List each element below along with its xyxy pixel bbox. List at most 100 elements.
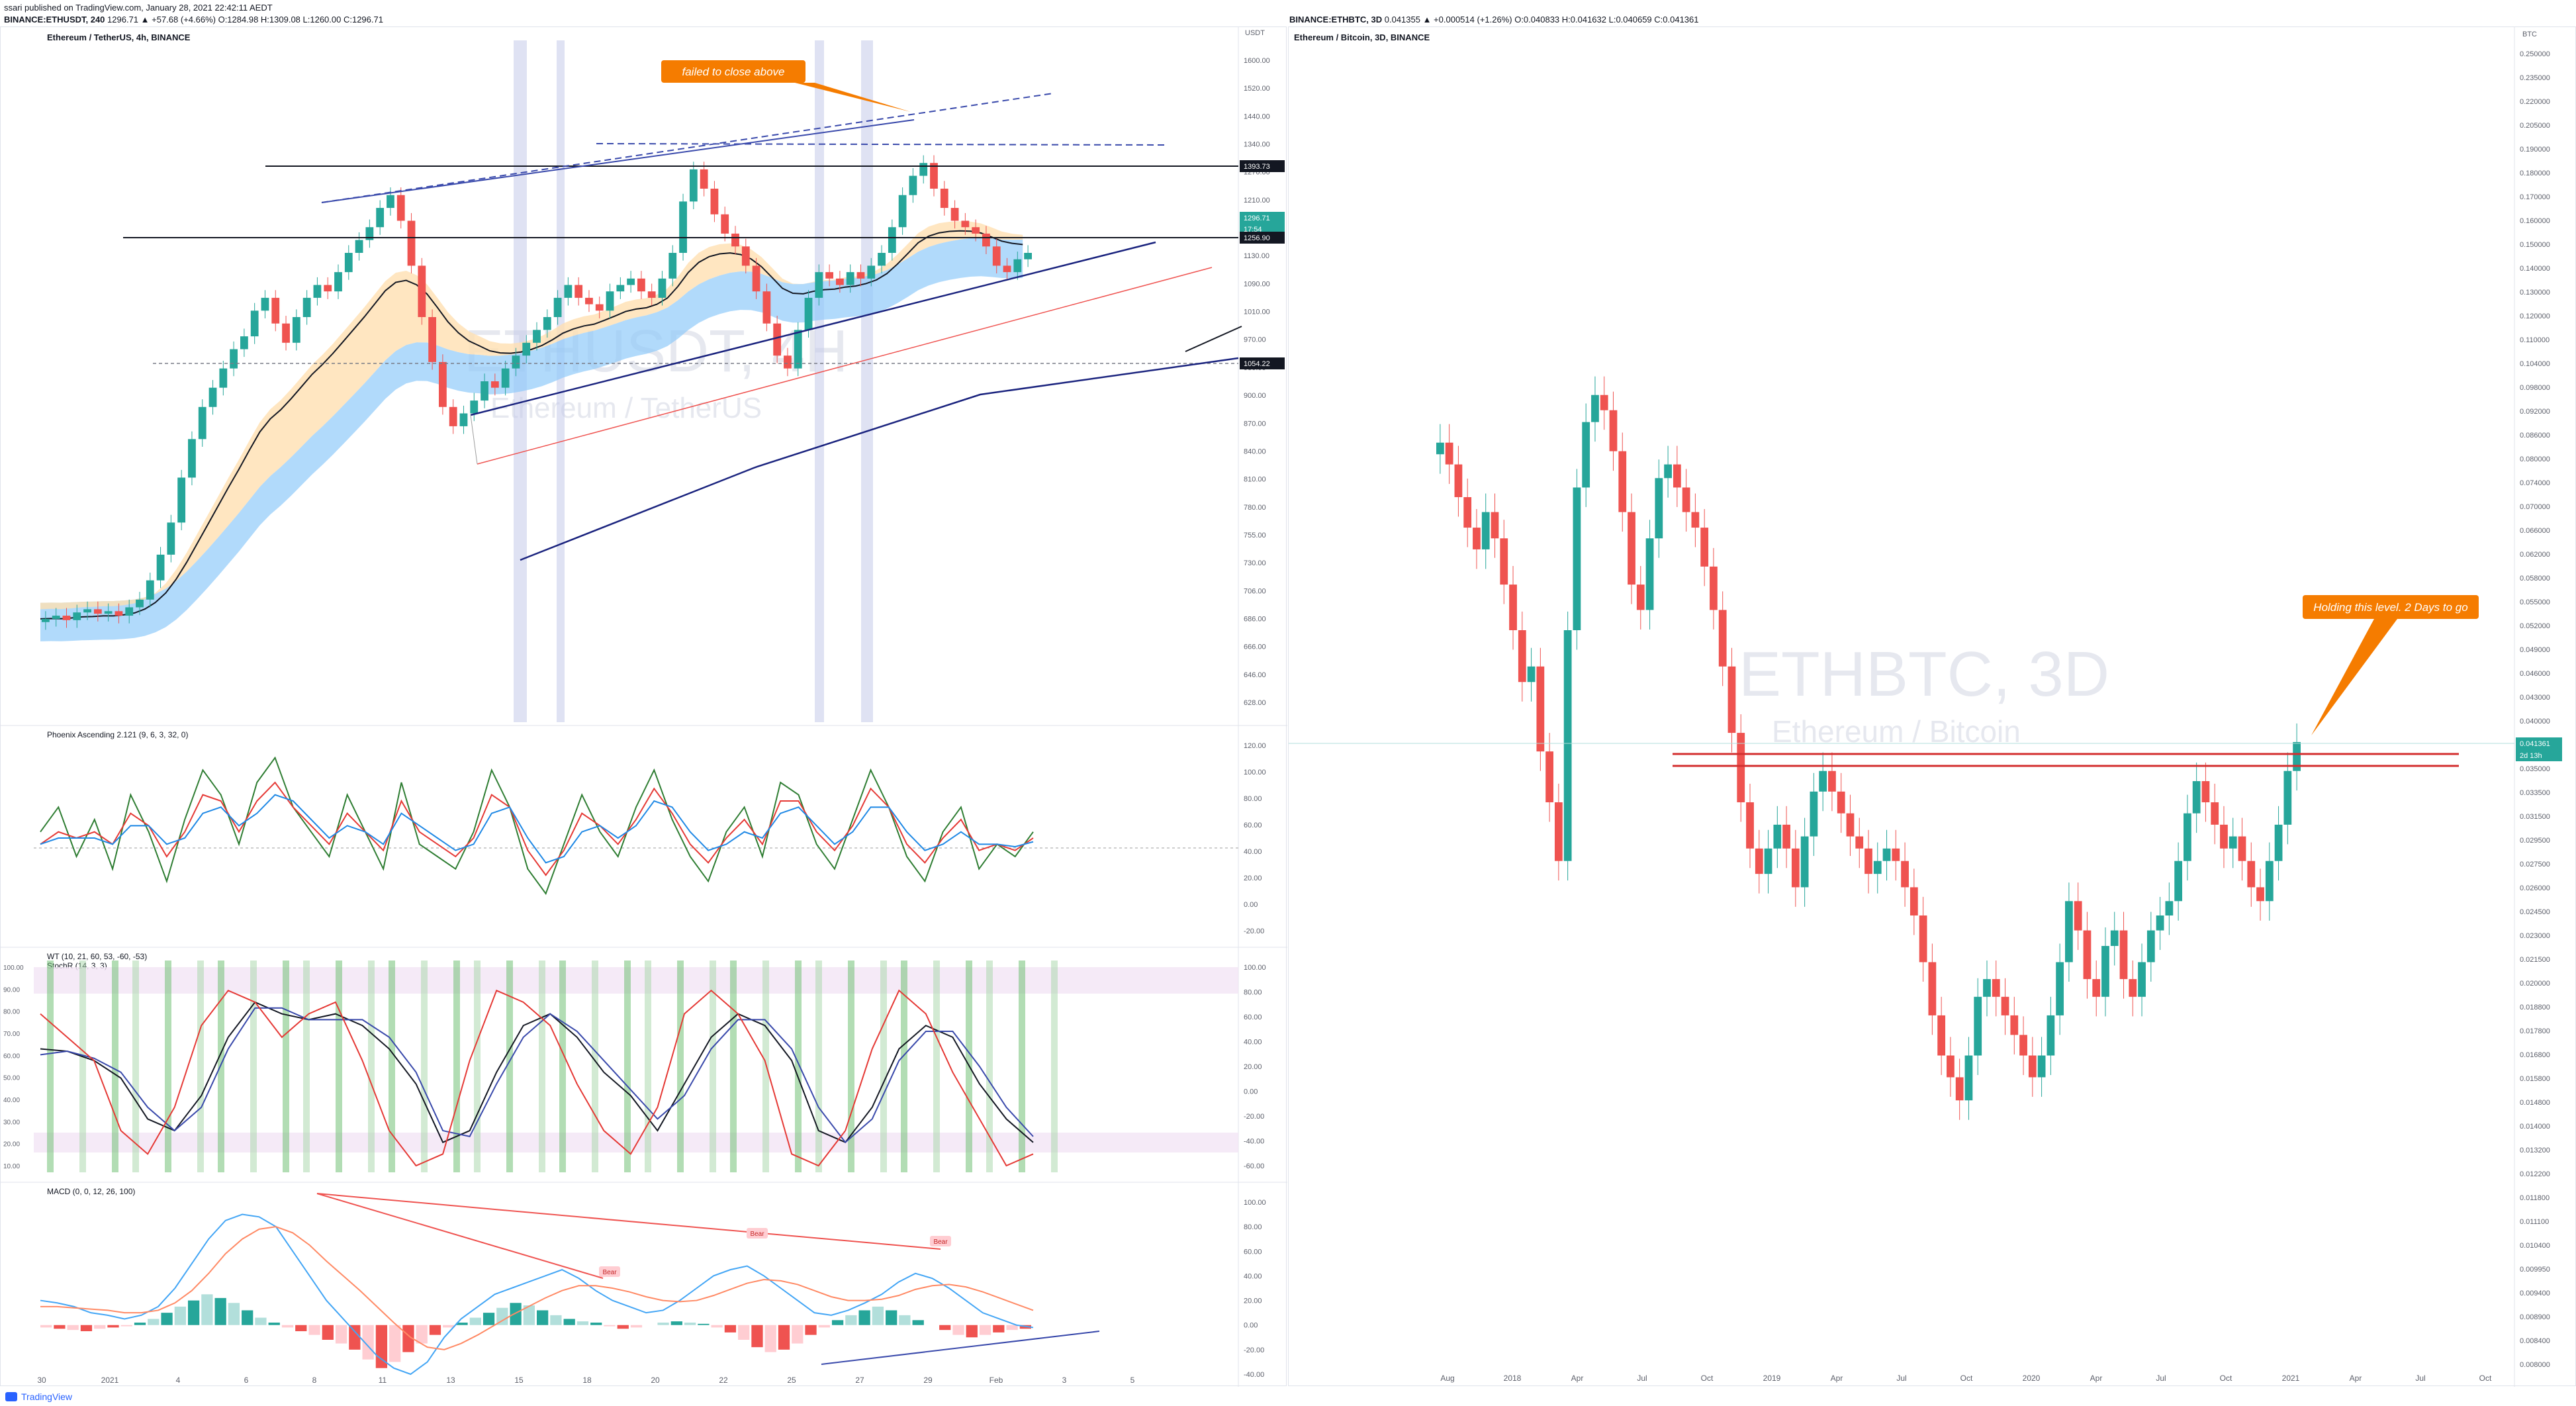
candle-body [292,317,300,343]
left-symbol-info: BINANCE:ETHUSDT, 240 1296.71 ▲ +57.68 (+… [4,15,383,24]
macd-histogram-bar [590,1323,602,1325]
y-tick-label: -40.00 [1244,1371,1264,1379]
ethbtc-chart[interactable]: Ethereum / Bitcoin, 3D, BINANCE BTC 0.2500… [1289,27,2576,1387]
y-tick-label: 60.00 [1244,821,1262,829]
macd-histogram-bar [912,1320,924,1325]
candle-body [2028,1055,2037,1078]
macd-histogram-bar [389,1325,401,1362]
candle-body [219,368,228,388]
candle-body [146,580,154,600]
y-tick-label: 646.00 [1244,671,1266,679]
y-tick-label: 0.031500 [2520,813,2550,821]
right-quote: 0.041355 ▲ +0.000514 (+1.26%) O:0.040833… [1384,15,1699,24]
candle-body [804,297,813,330]
x-tick-label: Oct [2220,1374,2232,1383]
candle-body [585,297,593,305]
candle-body [825,272,833,279]
x-tick-label: 18 [582,1376,592,1385]
y-tick-label: 80.00 [1244,1223,1262,1231]
y-tick-label: 20.00 [1244,1063,1262,1071]
candle-body [271,297,280,324]
macd-histogram-bar [308,1325,320,1335]
ethusdt-chart[interactable]: 1600.001520.001440.001340.001270.001210.… [1,27,1287,1387]
candle-body [721,214,729,234]
candle-body [1773,824,1782,849]
candle-body [1964,1055,1973,1101]
candle-body [1727,666,1736,733]
macd-histogram-bar [443,1325,455,1328]
y-tick-label: 0.029500 [2520,837,2550,845]
x-tick-label: 2020 [2023,1374,2041,1383]
candle-body [553,297,562,317]
left-chart-panel[interactable]: 1600.00 1520.00 1440.00 1340.00 1270.00 1210.… [0,26,1287,1387]
y-tick-label: 0.205000 [2520,122,2550,130]
macd-histogram-bar [698,1323,710,1325]
y-tick-label: 0.024500 [2520,908,2550,916]
x-tick-label: 3 [1062,1376,1067,1385]
candle-body [387,195,394,209]
y-tick-label: 60.00 [1244,1248,1262,1256]
macd-histogram-bar [1006,1325,1018,1331]
right-symbol[interactable]: BINANCE:ETHBTC, 3D [1289,15,1383,24]
y-tick-label: 0.014800 [2520,1099,2550,1107]
candle-body [878,253,886,266]
candle-body [2146,930,2155,962]
x-tick-label: 5 [1130,1376,1135,1385]
candle-body [930,163,938,189]
candle-body [1782,824,1790,849]
macd-histogram-bar [80,1325,93,1331]
y-tick-label-left: 80.00 [3,1009,20,1016]
candle-body [240,336,248,350]
y-tick-label: 810.00 [1244,476,1266,484]
candle-body [177,477,186,523]
macd-histogram-bar [617,1325,629,1329]
level-dashed-top [596,143,1166,146]
ema-ribbon-blue [40,238,1023,641]
candle-body [1955,1077,1964,1101]
left-symbol[interactable]: BINANCE:ETHUSDT, 240 [4,15,105,24]
candle-body [2101,946,2109,997]
candle-body [961,220,970,228]
footer[interactable]: TradingView [5,1391,72,1402]
signal-bar [283,961,289,1172]
macd-line [40,1213,1034,1376]
candle-body [1947,1055,1955,1078]
candle-body [2283,771,2292,825]
bear-divergence-line-1 [316,1193,604,1279]
y-tick-label: 100.00 [1244,769,1266,776]
y-tick-label-left: 70.00 [3,1031,20,1038]
right-chart-panel[interactable]: Ethereum / Bitcoin, 3D, BINANCE BTC 0.2500… [1288,26,2576,1387]
bear-label-bg [599,1266,620,1277]
candle-body [909,175,917,195]
y-tick-label: 0.190000 [2520,146,2550,154]
candle-body [355,240,363,253]
y-tick-label: 100.00 [1244,1199,1266,1207]
candle-body [324,285,332,292]
signal-line [40,1226,1034,1350]
y-tick-label: 900.00 [1244,392,1266,400]
macd-histogram-bar [550,1315,562,1325]
candle-body [42,618,50,622]
candle-body [302,297,311,317]
candle-body [1527,666,1536,682]
candle-body [1873,861,1882,874]
trendline-upper-dashed [321,93,1054,203]
y-tick-label: 0.017800 [2520,1027,2550,1035]
session-highlight-band [557,40,565,722]
x-tick-label: Jul [1637,1374,1647,1383]
candle-body [1983,979,1991,997]
y-tick-label: 840.00 [1244,447,1266,455]
connector-line [470,414,478,465]
y-tick-label: 0.052000 [2520,622,2550,630]
macd-histogram-bar [335,1325,347,1344]
candle-body [1536,666,1545,752]
candle-body [1718,610,1727,667]
macd-histogram-bar [134,1323,146,1325]
x-tick-label: 8 [312,1376,317,1385]
bear-label: Bear [933,1239,948,1246]
candle-body [1582,422,1590,488]
candle-body [365,227,374,240]
candle-body [1481,512,1490,549]
price-label: 1296.71 [1244,214,1270,222]
candle-body [1491,512,1499,539]
